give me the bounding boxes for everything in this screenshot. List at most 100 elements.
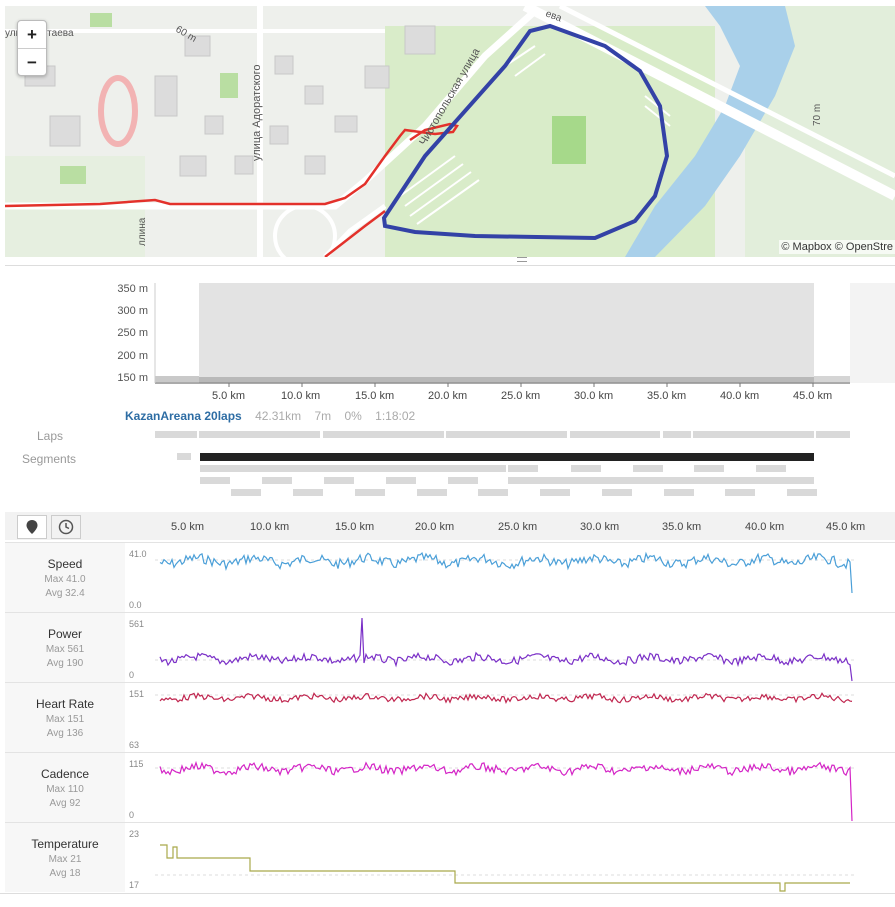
stream-top-value: 561 bbox=[129, 619, 145, 629]
summary-time: 1:18:02 bbox=[375, 409, 416, 423]
stream-top-value: 23 bbox=[129, 829, 140, 839]
svg-text:ева: ева bbox=[544, 8, 564, 24]
river bbox=[625, 6, 795, 257]
stream-row-cadence[interactable]: Cadence Max 110 Avg 92 115 0 bbox=[5, 752, 895, 822]
running-track bbox=[98, 75, 138, 147]
stream-x-tick: 40.0 km bbox=[745, 521, 785, 533]
stream-row-temperature[interactable]: Temperature Max 21 Avg 18 23 17 bbox=[5, 822, 895, 892]
stream-avg: Avg 32.4 bbox=[45, 588, 85, 599]
stream-x-tick: 10.0 km bbox=[250, 521, 290, 533]
activity-name[interactable]: KazanAreana 20laps bbox=[125, 409, 242, 423]
stream-side: Speed Max 41.0 Avg 32.4 bbox=[5, 543, 125, 612]
svg-text:ллина: ллина bbox=[137, 217, 148, 246]
summary-grade: 0% bbox=[344, 409, 362, 423]
elev-y-tick: 250 m bbox=[117, 327, 148, 339]
elev-x-tick: 30.0 km bbox=[574, 390, 614, 402]
stream-bottom-value: 0 bbox=[129, 670, 135, 680]
segments-bars bbox=[200, 465, 817, 496]
stream-row-speed[interactable]: Speed Max 41.0 Avg 32.4 41.0 0.0 bbox=[5, 542, 895, 612]
elev-x-tick: 40.0 km bbox=[720, 390, 760, 402]
stream-row-power[interactable]: Power Max 561 Avg 190 561 0 bbox=[5, 612, 895, 682]
stream-bottom-value: 17 bbox=[129, 880, 140, 890]
summary-elevation: 7m bbox=[314, 409, 332, 423]
stream-side: Cadence Max 110 Avg 92 bbox=[5, 753, 125, 822]
stream-max: Max 151 bbox=[45, 714, 85, 725]
stream-name: Power bbox=[47, 627, 82, 641]
stream-max: Max 110 bbox=[46, 784, 84, 795]
time-mode-button[interactable] bbox=[51, 515, 81, 539]
elevation-panel: 350 m 300 m 250 m 200 m 150 m bbox=[5, 265, 895, 510]
elev-y-tick: 150 m bbox=[117, 372, 148, 384]
elev-x-tick: 45.0 km bbox=[793, 390, 833, 402]
temperature-line-chart bbox=[155, 844, 855, 892]
stream-max: Max 561 bbox=[45, 644, 85, 655]
stream-x-tick: 15.0 km bbox=[335, 521, 375, 533]
stream-name: Temperature bbox=[31, 837, 99, 851]
elev-x-tick: 35.0 km bbox=[647, 390, 687, 402]
stream-x-tick: 35.0 km bbox=[662, 521, 702, 533]
stream-name: Speed bbox=[47, 557, 83, 571]
elev-x-tick: 25.0 km bbox=[501, 390, 541, 402]
elev-x-tick: 15.0 km bbox=[355, 390, 395, 402]
zoom-in-button[interactable]: + bbox=[27, 25, 37, 44]
laps-bar bbox=[155, 431, 850, 438]
stream-row-heart-rate[interactable]: Heart Rate Max 151 Avg 136 151 63 bbox=[5, 682, 895, 752]
stream-trace bbox=[159, 617, 853, 682]
stream-trace bbox=[160, 844, 850, 892]
svg-text:70 m: 70 m bbox=[812, 104, 823, 126]
summary-distance: 42.31km bbox=[255, 409, 302, 423]
distance-mode-button[interactable] bbox=[17, 515, 47, 539]
elev-y-tick: 300 m bbox=[117, 305, 148, 317]
stream-side: Temperature Max 21 Avg 18 bbox=[5, 823, 125, 892]
stream-avg: Avg 136 bbox=[46, 728, 84, 739]
map-pin-icon bbox=[26, 520, 38, 534]
selected-range bbox=[199, 283, 814, 383]
stream-x-tick: 30.0 km bbox=[580, 521, 620, 533]
elev-x-tick: 20.0 km bbox=[428, 390, 468, 402]
resize-handle[interactable] bbox=[517, 257, 527, 262]
clock-icon bbox=[58, 519, 74, 535]
stream-top-value: 151 bbox=[129, 689, 145, 699]
stream-avg: Avg 92 bbox=[49, 798, 81, 809]
stream-trace bbox=[159, 760, 853, 822]
elev-y-tick: 200 m bbox=[117, 350, 148, 362]
stream-max: Max 21 bbox=[48, 854, 82, 865]
segment-bar-selected bbox=[200, 453, 814, 461]
stream-x-tick: 5.0 km bbox=[171, 521, 205, 533]
panel-bottom-border bbox=[0, 893, 895, 894]
zoom-control: + − bbox=[17, 20, 47, 76]
stream-avg: Avg 190 bbox=[46, 658, 84, 669]
cadence-line-chart bbox=[155, 760, 855, 822]
elev-x-tick: 5.0 km bbox=[212, 390, 246, 402]
lap-route-line bbox=[381, 23, 670, 241]
power-line-chart bbox=[155, 617, 855, 682]
zoom-out-button[interactable]: − bbox=[18, 48, 46, 75]
elevation-chart[interactable] bbox=[5, 266, 895, 511]
map-canvas: улица Четаева 60 m улица Адоратского Чис… bbox=[5, 6, 895, 257]
elev-y-tick: 350 m bbox=[117, 283, 148, 295]
stream-top-value: 41.0 bbox=[129, 549, 147, 559]
elev-x-tick: 10.0 km bbox=[281, 390, 321, 402]
stream-top-value: 115 bbox=[129, 759, 144, 769]
stream-bottom-value: 63 bbox=[129, 740, 140, 750]
stream-max: Max 41.0 bbox=[44, 574, 86, 585]
stream-trace bbox=[159, 692, 853, 704]
map-attribution[interactable]: © Mapbox © OpenStre bbox=[779, 240, 895, 254]
speed-line-chart bbox=[155, 551, 855, 594]
stream-bottom-value: 0.0 bbox=[129, 600, 142, 610]
streams-header: 5.0 km 10.0 km 15.0 km 20.0 km 25.0 km 3… bbox=[5, 512, 895, 540]
stream-bottom-value: 0 bbox=[129, 810, 135, 820]
stream-name: Heart Rate bbox=[35, 697, 95, 711]
stream-x-tick: 45.0 km bbox=[826, 521, 866, 533]
stream-name: Cadence bbox=[40, 767, 90, 781]
streams-panel: 5.0 km 10.0 km 15.0 km 20.0 km 25.0 km 3… bbox=[5, 512, 895, 902]
stream-trace bbox=[159, 551, 853, 594]
stream-x-tick: 25.0 km bbox=[498, 521, 538, 533]
stadium-field bbox=[552, 116, 586, 164]
segments-label: Segments bbox=[22, 452, 77, 466]
stream-avg: Avg 18 bbox=[49, 868, 81, 879]
stream-side: Power Max 561 Avg 190 bbox=[5, 613, 125, 682]
route-map[interactable]: улица Четаева 60 m улица Адоратского Чис… bbox=[5, 6, 895, 257]
heart-rate-line-chart bbox=[155, 692, 855, 704]
svg-text:улица Адоратского: улица Адоратского bbox=[251, 64, 263, 161]
